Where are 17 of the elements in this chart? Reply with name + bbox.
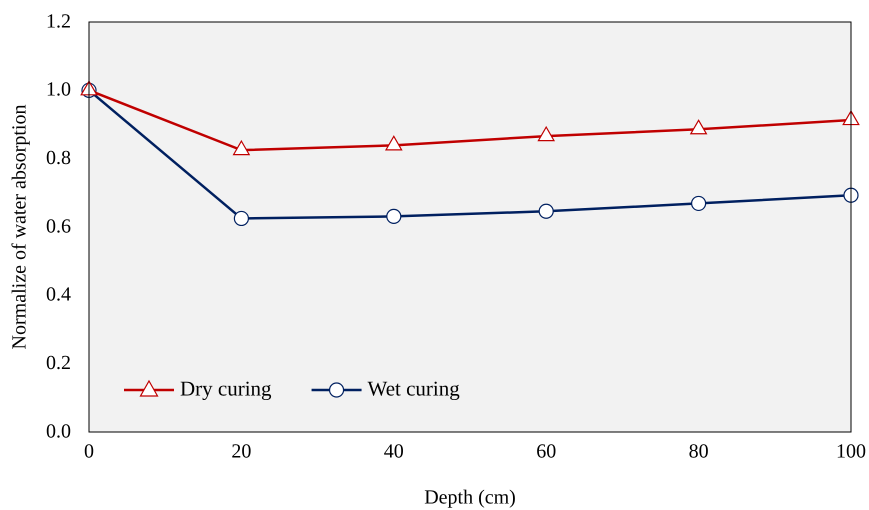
- y-tick-label: 0.4: [46, 284, 71, 306]
- y-tick-label: 1.2: [46, 10, 71, 32]
- y-tick-label: 0.8: [46, 146, 71, 169]
- y-tick-label: 0.6: [46, 215, 71, 238]
- legend-label: Dry curing: [180, 376, 272, 401]
- y-tick-label: 0.0: [46, 420, 71, 442]
- x-tick-label: 100: [836, 440, 866, 462]
- x-tick-label: 40: [384, 440, 404, 462]
- y-tick-label: 1.0: [46, 78, 71, 101]
- y-axis-title: Normalize of water absorption: [8, 104, 30, 350]
- x-tick-label: 20: [231, 440, 252, 462]
- y-tick-label: 0.2: [46, 352, 71, 374]
- x-axis-title: Depth (cm): [424, 486, 516, 508]
- x-tick-label: 80: [688, 440, 709, 462]
- x-tick-label: 0: [84, 440, 94, 462]
- x-tick-label: 60: [536, 440, 556, 462]
- legend-label: Wet curing: [368, 376, 460, 401]
